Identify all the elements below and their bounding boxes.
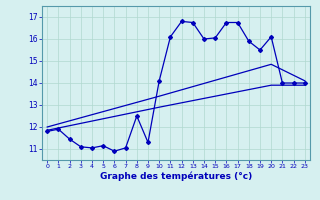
X-axis label: Graphe des températures (°c): Graphe des températures (°c) (100, 172, 252, 181)
